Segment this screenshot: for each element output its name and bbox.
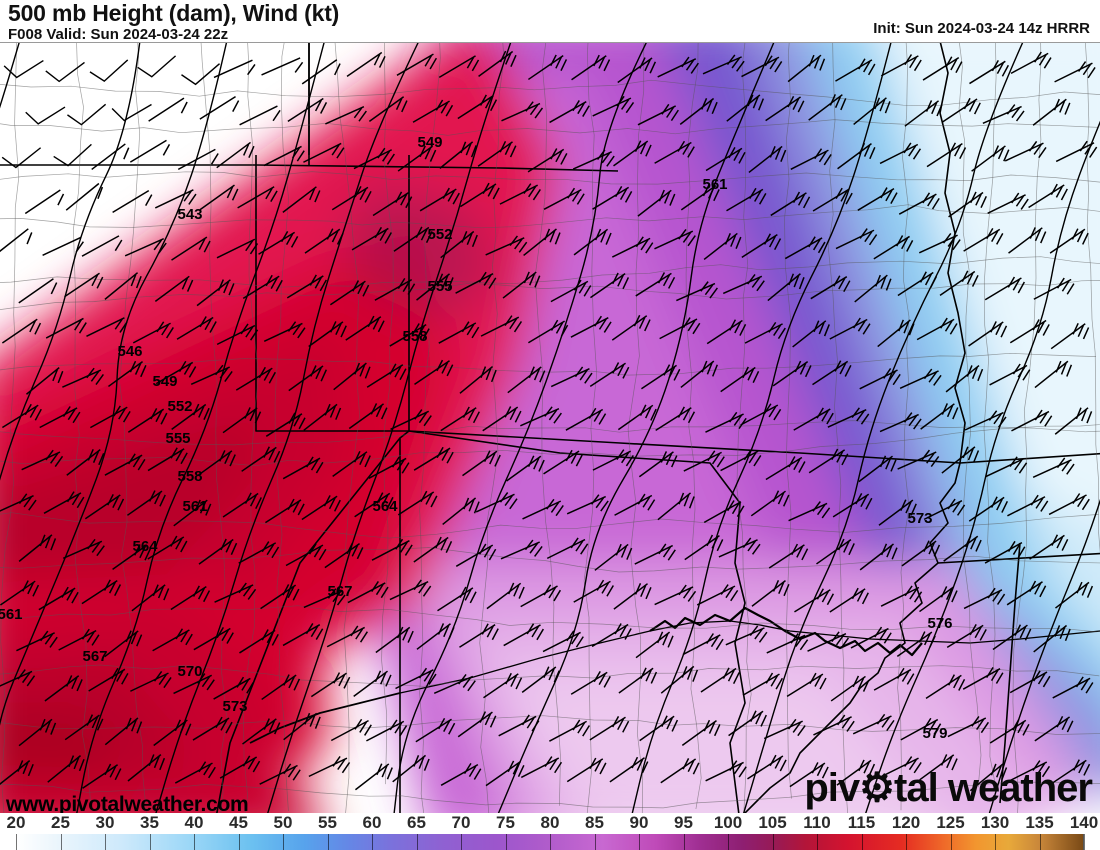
svg-text:543: 543 bbox=[177, 206, 202, 223]
svg-text:576: 576 bbox=[927, 615, 952, 632]
svg-text:570: 570 bbox=[177, 663, 202, 680]
svg-text:555: 555 bbox=[165, 430, 190, 447]
svg-text:546: 546 bbox=[117, 343, 142, 360]
svg-text:573: 573 bbox=[222, 698, 247, 715]
svg-text:573: 573 bbox=[907, 510, 932, 527]
svg-text:567: 567 bbox=[82, 648, 107, 665]
svg-text:549: 549 bbox=[152, 373, 177, 390]
svg-text:558: 558 bbox=[177, 468, 202, 485]
svg-text:552: 552 bbox=[167, 398, 192, 415]
svg-text:561: 561 bbox=[0, 606, 23, 623]
